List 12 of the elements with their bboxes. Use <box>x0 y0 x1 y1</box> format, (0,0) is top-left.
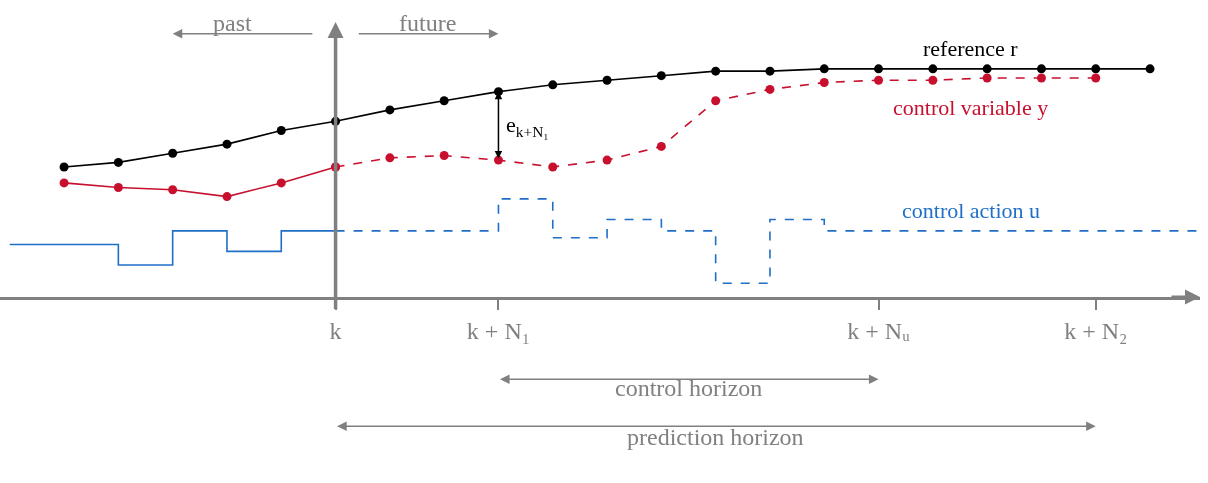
x-tick-label: k + Nᵤ <box>847 317 911 344</box>
x-tick-label: k <box>329 317 342 344</box>
x-tick-label: k + N₂ <box>1064 317 1128 344</box>
text: future <box>399 10 457 36</box>
series-label: control variable y <box>893 95 1049 120</box>
text: control horizon <box>615 375 763 401</box>
annotation: e$_{k+N₁}$ <box>506 112 549 140</box>
series-label: reference r <box>923 36 1019 61</box>
text: prediction horizon <box>627 424 804 450</box>
text: past <box>213 10 252 36</box>
x-tick-label: k + N₁ <box>466 317 531 344</box>
series-label: control action u <box>902 198 1041 223</box>
